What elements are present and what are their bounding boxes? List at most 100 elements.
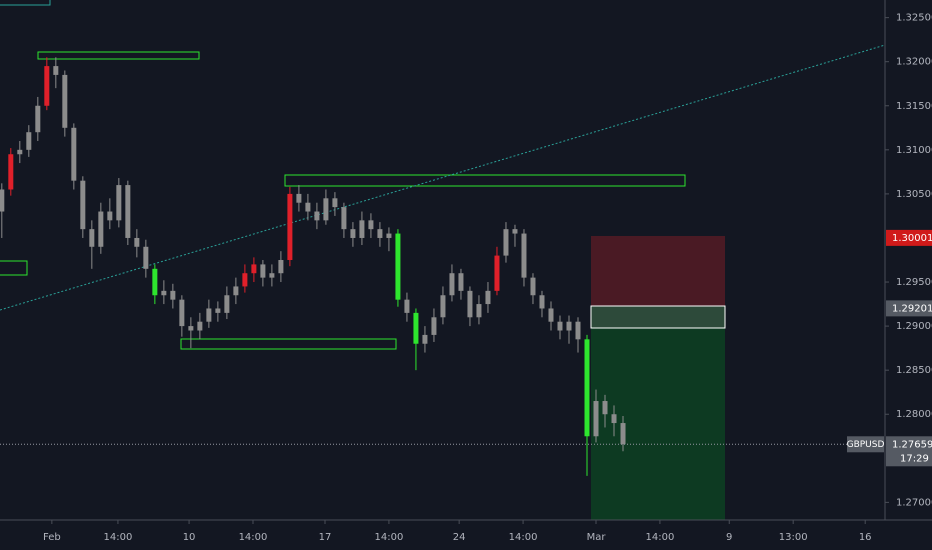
- candle-body: [404, 299, 410, 313]
- candle-body: [152, 268, 158, 296]
- x-tick-label: 14:00: [375, 532, 404, 543]
- x-tick-label: 9: [726, 532, 732, 543]
- x-tick-label: 16: [859, 532, 872, 543]
- x-tick-label: 10: [183, 532, 196, 543]
- candle-body: [314, 211, 320, 221]
- countdown-label: 17:29: [900, 453, 929, 464]
- candle-body: [539, 295, 545, 309]
- reward-zone: [591, 328, 725, 520]
- y-tick-label: 1.29000: [896, 321, 932, 332]
- candle-body: [602, 401, 608, 415]
- y-tick-label: 1.28000: [896, 409, 932, 420]
- candle-body: [125, 185, 131, 238]
- candle-body: [161, 290, 167, 296]
- candle-body: [44, 66, 50, 106]
- candle-body: [476, 304, 482, 318]
- y-tick-label: 1.32000: [896, 57, 932, 68]
- candle-body: [116, 185, 122, 221]
- candle-body: [548, 308, 554, 322]
- candle-body: [575, 321, 581, 340]
- candle-body: [0, 189, 5, 212]
- candle-body: [458, 273, 464, 291]
- price-tag: [886, 300, 932, 317]
- candle-body: [287, 193, 293, 260]
- drawings: [0, 0, 886, 520]
- candle-body: [107, 211, 113, 221]
- candle-body: [197, 321, 203, 331]
- candle-body: [431, 317, 437, 335]
- candle-body: [260, 264, 266, 278]
- candle-body: [170, 290, 176, 300]
- candle-body: [611, 414, 617, 424]
- zone: [37, 51, 200, 60]
- candle-body: [179, 299, 185, 327]
- candle-body: [188, 326, 194, 331]
- candle-body: [359, 220, 365, 238]
- symbol-label: GBPUSD: [847, 440, 885, 450]
- symbol-tag: [847, 436, 884, 453]
- candle-body: [413, 312, 419, 344]
- candles: [0, 57, 885, 476]
- zone: [0, 0, 51, 6]
- x-tick-label: Feb: [43, 532, 61, 543]
- candle-body: [143, 246, 149, 269]
- candle-body: [251, 264, 257, 274]
- price-tag: [886, 229, 932, 246]
- x-tick-label: 24: [453, 532, 466, 543]
- candle-body: [620, 423, 626, 445]
- candle-body: [278, 260, 284, 274]
- x-tick-label: 14:00: [104, 532, 133, 543]
- candle-body: [53, 66, 59, 75]
- candle-body: [521, 233, 527, 278]
- candle-body: [386, 233, 392, 238]
- candle-body: [467, 290, 473, 318]
- candle-body: [242, 273, 248, 287]
- candle-body: [305, 202, 311, 212]
- candle-body: [341, 207, 347, 230]
- zone: [284, 174, 686, 187]
- y-tick-label: 1.31000: [896, 145, 932, 156]
- candle-body: [566, 321, 572, 331]
- candle-body: [233, 286, 239, 296]
- candle-body: [35, 105, 41, 133]
- candle-body: [269, 273, 275, 278]
- candle-body: [89, 229, 95, 247]
- risk-zone: [591, 236, 725, 306]
- candle-body: [377, 229, 383, 238]
- candle-body: [422, 334, 428, 344]
- trend-line: [0, 44, 886, 311]
- last-price-tag: [886, 436, 932, 467]
- candle-body: [530, 277, 536, 296]
- candle-body: [80, 180, 86, 230]
- candle-body: [440, 295, 446, 318]
- candle-body: [395, 233, 401, 300]
- candle-body: [485, 290, 491, 305]
- candle-body: [557, 321, 563, 331]
- x-tick-label: 14:00: [509, 532, 538, 543]
- price-tag-label: 1.29201: [892, 303, 932, 314]
- candle-body: [449, 273, 455, 296]
- candle-body: [17, 149, 23, 155]
- price-tag-label: 1.30001: [892, 233, 932, 244]
- x-tick-label: 14:00: [239, 532, 268, 543]
- last-price-label: 1.27659: [892, 439, 932, 450]
- candle-body: [134, 237, 140, 247]
- candle-body: [206, 308, 212, 322]
- y-tick-label: 1.27000: [896, 497, 932, 508]
- x-tick-label: 14:00: [646, 532, 675, 543]
- candle-body: [215, 308, 221, 313]
- axes: 1.32500 1.32000 1.31500 1.31000 1.30500 1.295…: [43, 13, 932, 543]
- y-tick-label: 1.29500: [896, 277, 932, 288]
- candle-body: [593, 401, 599, 437]
- zone: [180, 338, 397, 350]
- candle-body: [224, 295, 230, 313]
- candle-body: [368, 220, 374, 230]
- x-tick-label: 13:00: [779, 532, 808, 543]
- candle-body: [71, 127, 77, 181]
- candle-body: [503, 229, 509, 256]
- y-tick-label: 1.28500: [896, 365, 932, 376]
- candle-body: [584, 339, 590, 437]
- candle-body: [494, 255, 500, 291]
- entry-zone: [590, 305, 726, 329]
